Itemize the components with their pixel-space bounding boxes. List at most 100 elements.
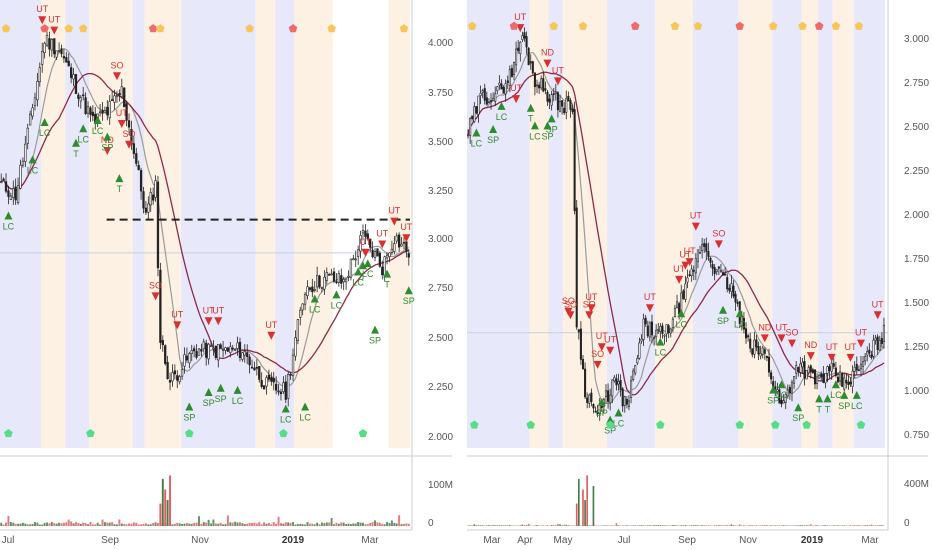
candle-body — [732, 285, 735, 297]
candle-body — [318, 275, 321, 288]
volume-bar — [284, 522, 287, 526]
candle-body — [190, 350, 193, 355]
arrow-down-icon — [516, 24, 525, 33]
volume-bar — [311, 523, 314, 526]
candle-body — [328, 274, 331, 276]
candle-body — [577, 329, 580, 333]
candle-body — [788, 387, 791, 394]
label-lc: LC — [232, 396, 244, 406]
candle-body — [876, 336, 879, 350]
candle-body — [152, 194, 155, 201]
volume-bar — [805, 525, 808, 526]
volume-bar — [494, 525, 497, 526]
candle-body — [665, 324, 668, 335]
candle-body — [45, 34, 49, 46]
candle-body — [147, 203, 150, 213]
bottom-marker-icon — [86, 428, 95, 438]
volume-bar — [94, 524, 97, 526]
left-price-chart[interactable]: 4.000 3.750 3.500 3.250 3.000 2.750 2.500 2.250… — [0, 0, 453, 546]
signal-marker-icon — [327, 24, 336, 33]
candle-body — [354, 258, 357, 261]
candle-body — [205, 342, 208, 358]
x-tick-label: Jul — [618, 535, 631, 546]
candle-body — [542, 78, 545, 92]
label-so: SO — [564, 299, 577, 309]
y-tick-label: 1.250 — [904, 342, 929, 353]
label-t: T — [528, 114, 534, 124]
label-t: T — [73, 149, 79, 159]
label-ut: UT — [265, 320, 277, 330]
label-so: SO — [785, 328, 798, 338]
candle-body — [272, 378, 275, 383]
shade-blue-3 — [180, 0, 256, 448]
candle-body — [581, 359, 585, 370]
volume-bar — [280, 523, 282, 526]
candle-body — [799, 363, 802, 373]
volume-bar — [383, 524, 386, 526]
label-lc: LC — [675, 319, 687, 329]
candle-body — [250, 366, 254, 369]
candle-body — [653, 337, 656, 339]
arrow-up-icon — [4, 211, 13, 220]
label-sp: SP — [369, 336, 381, 346]
bottom-marker-icon — [279, 428, 288, 438]
volume-bar — [502, 525, 505, 526]
right-price-chart[interactable]: 3.000 2.750 2.500 2.250 2.000 1.750 1.500 1.250… — [467, 0, 929, 546]
label-lc: LC — [496, 112, 508, 122]
candle-body — [330, 273, 333, 276]
candle-body — [471, 115, 474, 119]
candle-body — [260, 380, 263, 387]
volume-bar — [178, 523, 181, 526]
candle-body — [880, 338, 883, 345]
candle-body — [868, 349, 871, 354]
volume-bar — [835, 525, 837, 526]
volume-bar — [477, 525, 480, 526]
volume-bar — [325, 522, 328, 526]
volume-bar — [858, 525, 860, 526]
volume-bar — [272, 522, 275, 526]
candle-body — [755, 339, 758, 348]
shade-blue-3 — [692, 0, 739, 448]
volume-bar — [504, 525, 507, 526]
candle-body — [255, 367, 258, 369]
candle-body — [636, 358, 639, 364]
volume-bar — [780, 525, 783, 526]
label-ut: UT — [684, 246, 696, 256]
arrow-up-icon — [489, 124, 498, 133]
arrow-up-icon — [794, 403, 803, 412]
candle-body — [851, 370, 854, 387]
candle-body — [533, 72, 536, 88]
candle-body — [287, 374, 290, 399]
volume-bar — [359, 522, 362, 526]
volume-bar — [657, 525, 660, 526]
volume-bar — [371, 522, 374, 526]
candle-body — [765, 355, 768, 359]
label-ut: UT — [514, 12, 526, 22]
volume-bar — [799, 525, 802, 526]
volume-bar — [795, 525, 798, 526]
arrow-down-icon — [787, 339, 796, 348]
volume-bar — [588, 525, 591, 526]
arrow-down-icon — [117, 120, 126, 129]
y-tick-label: 2.000 — [904, 210, 929, 221]
candle-body — [53, 38, 56, 55]
candle-body — [376, 248, 379, 257]
candle-body — [797, 367, 800, 372]
label-lc: LC — [655, 348, 667, 358]
volume-bar — [732, 525, 735, 526]
volume-bar — [190, 523, 193, 526]
signal-marker-icon — [578, 21, 588, 30]
arrow-up-icon — [597, 397, 606, 406]
candle-body — [805, 370, 808, 380]
label-t: T — [360, 271, 366, 281]
volume-bar — [621, 525, 624, 526]
candle-body — [506, 80, 509, 83]
candle-body — [659, 326, 662, 332]
label-lc: LC — [3, 221, 15, 231]
candle-body — [627, 400, 631, 407]
volume-bar — [246, 523, 249, 526]
candle-body — [736, 302, 739, 304]
candle-body — [638, 342, 641, 359]
arrow-down-icon — [553, 77, 562, 86]
candle-body — [525, 36, 528, 48]
